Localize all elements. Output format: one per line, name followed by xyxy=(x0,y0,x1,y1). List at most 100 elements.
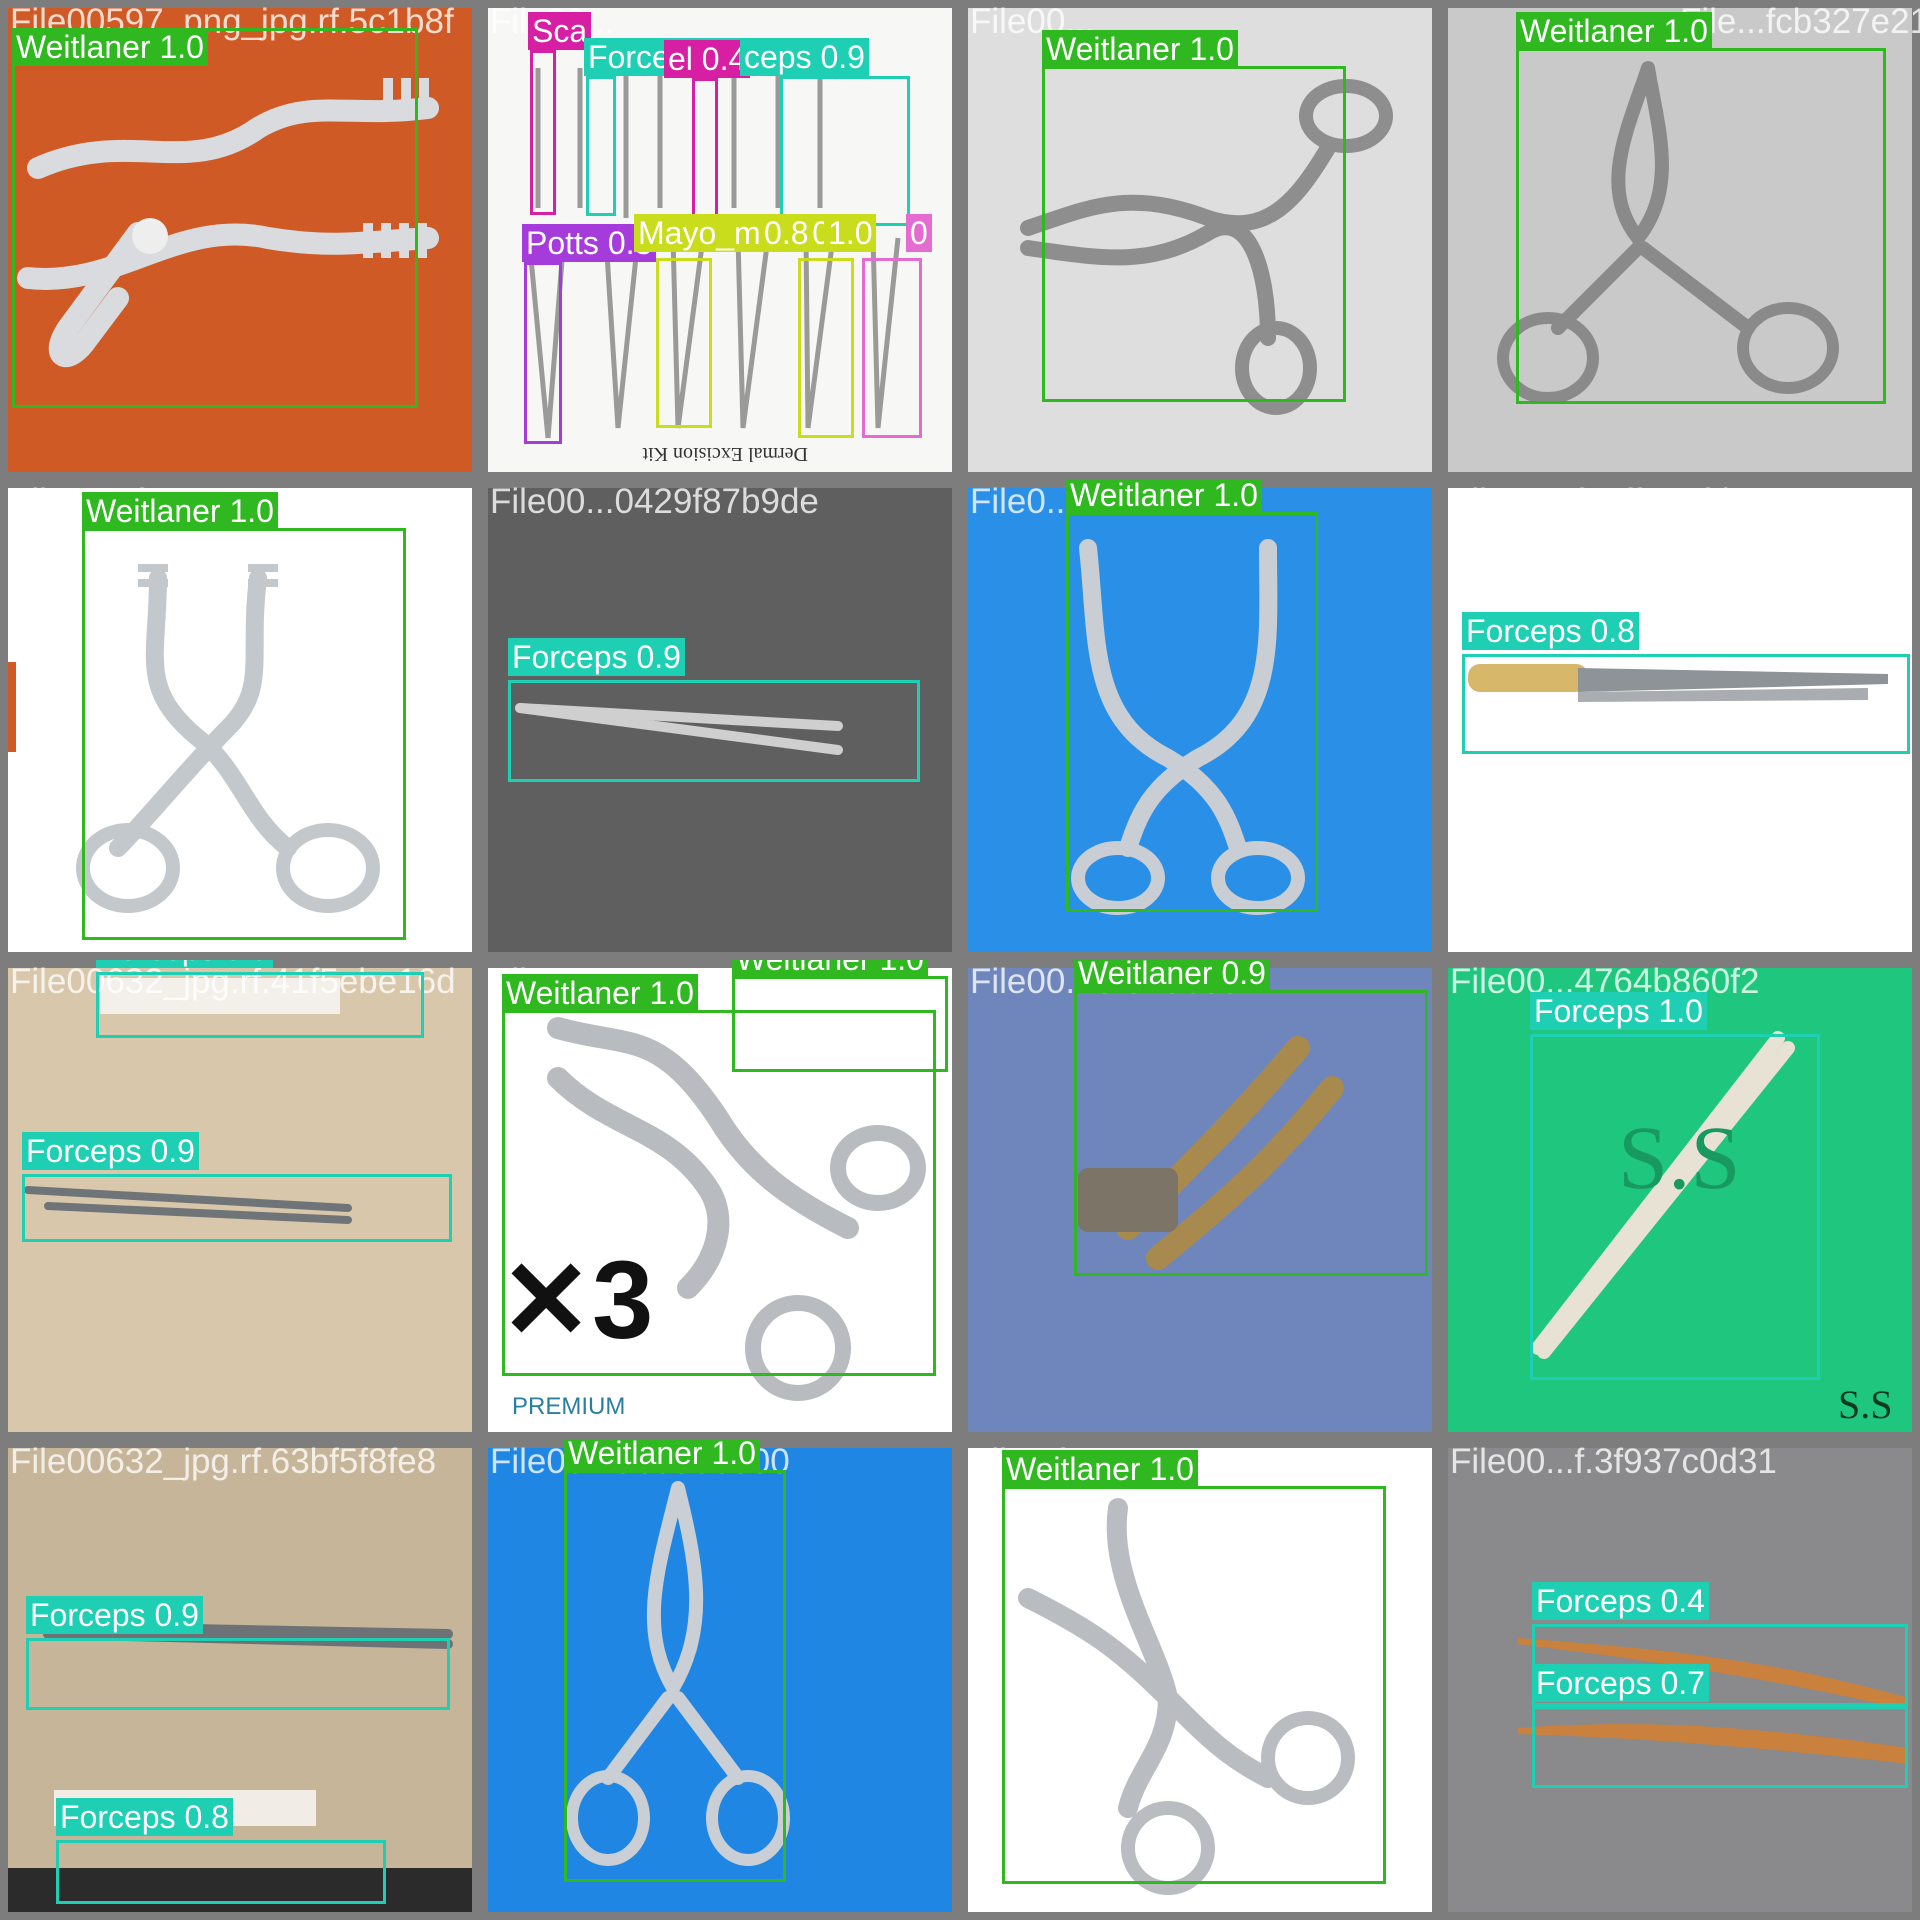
file-name-label: File...fcb327e21 xyxy=(1680,2,1920,41)
detection-label: Forceps 0.9 xyxy=(96,960,273,968)
detection-mayo-metz[interactable]: 1.0 xyxy=(824,214,922,438)
bounding-box xyxy=(780,76,910,226)
bounding-box xyxy=(798,258,854,438)
bounding-box xyxy=(530,50,556,215)
detection-label: Weitlaner 1.0 xyxy=(502,974,698,1012)
forceps-icon: S.S S.S xyxy=(1531,1031,1893,1427)
weitlaner-retractor-icon xyxy=(1020,79,1393,415)
orange-strip xyxy=(8,662,16,752)
detection-forceps[interactable]: Forceps 0.8 xyxy=(56,1798,386,1904)
detection-forceps[interactable]: Forceps 0.9 xyxy=(22,1132,452,1242)
detection-label: Weitlaner 1.0 xyxy=(1516,12,1712,50)
detection-label: Forceps 0.8 xyxy=(56,1798,233,1836)
image-tile: File...fcb327e21 Weitlaner 1.0 xyxy=(1440,0,1920,480)
detection-forceps[interactable]: Forceps 0.4 xyxy=(1532,1582,1908,1706)
detection-label: 1.0 xyxy=(824,214,877,252)
detection-label: Forceps 0.7 xyxy=(1532,1664,1709,1702)
tile-photo xyxy=(968,968,1432,1432)
detection-weitlaner[interactable]: Weitlaner 1.0 xyxy=(502,974,936,1376)
detection-weitlaner[interactable]: Weitlaner 1.0 xyxy=(1516,12,1886,404)
detection-label: Forceps 0.4 xyxy=(1532,1582,1709,1620)
forceps-icon xyxy=(1468,664,1888,702)
detection-label: Forceps 1.0 xyxy=(1530,992,1707,1030)
tile-photo xyxy=(1448,488,1912,952)
detection-label: Forceps 0.9 xyxy=(22,1132,199,1170)
detection-potts[interactable]: Potts 0.3 xyxy=(522,224,657,444)
detection-other[interactable]: 0 xyxy=(906,214,932,262)
bounding-box xyxy=(508,680,920,782)
weitlaner-retractor-icon xyxy=(1078,1036,1344,1270)
detection-forceps[interactable]: Forceps 0.8 xyxy=(1462,612,1910,754)
tile-photo xyxy=(8,968,472,1432)
detection-label: Forceps 0.9 xyxy=(26,1596,203,1634)
detection-forceps[interactable]: Forceps 0.9 xyxy=(26,1596,450,1710)
detection-scalpel[interactable]: Sca xyxy=(528,12,592,215)
weitlaner-retractor-icon xyxy=(1497,61,1839,404)
forceps-icon xyxy=(24,978,352,1224)
image-tile: ✕3 PREMIUM File00... Weitlaner 1.0 Weitl… xyxy=(480,960,960,1440)
bounding-box xyxy=(1074,990,1428,1276)
tile-photo: S.S S.S xyxy=(1448,968,1912,1432)
detection-label: Sca xyxy=(528,12,592,50)
watermark: S.S xyxy=(1618,1109,1741,1208)
detection-label: 0.8 xyxy=(760,214,813,252)
detection-weitlaner[interactable]: Weitlaner 1.0 xyxy=(1066,480,1318,912)
detection-weitlaner[interactable]: Weitlaner 1.0 xyxy=(1002,1450,1386,1884)
bounding-box xyxy=(26,1638,450,1710)
bounding-box xyxy=(1516,48,1886,404)
detection-mayo-metz[interactable]: 0.8 xyxy=(760,214,854,438)
forceps-icon xyxy=(515,703,843,755)
bounding-box xyxy=(1530,1034,1820,1380)
tile-photo: ✕3 PREMIUM xyxy=(488,968,952,1432)
detection-label: Weitlaner 1.0 xyxy=(12,28,208,66)
brand-caption: S.S xyxy=(1838,1382,1893,1427)
detection-label: Weitlaner 1.0 xyxy=(1066,480,1262,514)
image-tile: File00...3fe10b357f Weitlaner 0.9 xyxy=(960,960,1440,1440)
detection-forceps[interactable]: Forceps 1.0 xyxy=(1530,992,1820,1380)
bounding-box xyxy=(1066,512,1318,912)
detection-label: Mayo_metz 0.7 xyxy=(634,214,861,252)
detection-forceps[interactable]: ceps 0.9 xyxy=(740,38,910,226)
bounding-box xyxy=(564,1470,786,1882)
weitlaner-retractor-icon xyxy=(17,78,439,367)
image-tile: File00632_jpg.rf.41f5ebe16d Forceps 0.9 … xyxy=(0,960,480,1440)
file-name-label: File00632_jpg.rf.63bf5f8fe8 xyxy=(10,1442,437,1481)
bounding-box xyxy=(22,1174,452,1242)
detection-forceps[interactable]: Forceps 0.9 xyxy=(96,960,424,1038)
bounding-box xyxy=(862,258,922,438)
image-tile: File00... Weitlaner 1.0 xyxy=(960,0,1440,480)
tile-photo xyxy=(488,488,952,952)
detection-weitlaner[interactable]: Weitlaner 1.0 xyxy=(82,492,406,940)
tile-photo xyxy=(8,488,472,952)
bounding-box xyxy=(1042,66,1346,402)
image-tile: File0...af70e899c Weitlaner 1.0 xyxy=(0,480,480,960)
detection-label: Weitlaner 0.9 xyxy=(1074,960,1270,992)
image-tile: Dermal Excision Kit File00... Sca Forcep… xyxy=(480,0,960,480)
detection-weitlaner[interactable]: Weitlaner 1.0 xyxy=(564,1440,786,1882)
detection-weitlaner[interactable]: Weitlaner 1.0 xyxy=(732,960,948,1072)
detection-label: Weitlaner 1.0 xyxy=(564,1440,760,1472)
bounding-box xyxy=(692,78,718,218)
bounding-box xyxy=(82,528,406,940)
image-tile: S.S S.S File00...4764b860f2 Forceps 1.0 xyxy=(1440,960,1920,1440)
image-tile: File00...f.3f937c0d31 Forceps 0.4 Forcep… xyxy=(1440,1440,1920,1920)
brand-caption: PREMIUM xyxy=(512,1393,625,1420)
detection-mayo-metz[interactable]: Mayo_metz 0.7 xyxy=(634,214,861,428)
detection-forceps[interactable]: Forceps 0.7 xyxy=(1532,1664,1908,1788)
bounding-box xyxy=(96,972,424,1038)
file-name-label: File00...0429f87b9de xyxy=(490,482,819,521)
detection-weitlaner[interactable]: Weitlaner 1.0 xyxy=(1042,30,1346,402)
image-tile: File0...9a7d69e4 Weitlaner 1.0 xyxy=(960,480,1440,960)
detection-label: Weitlaner 1.0 xyxy=(1042,30,1238,68)
detection-weitlaner[interactable]: Weitlaner 1.0 xyxy=(12,28,418,408)
detection-label: Weitlaner 1.0 xyxy=(82,492,278,530)
detection-forceps[interactable]: Forceps 0.9 xyxy=(508,638,920,782)
weitlaner-retractor-icon xyxy=(1018,1498,1355,1895)
bounding-box xyxy=(586,76,616,216)
detection-scalpel[interactable]: el 0.4 xyxy=(664,40,751,218)
detection-weitlaner[interactable]: Weitlaner 0.9 xyxy=(1074,960,1428,1276)
bounding-box xyxy=(524,262,562,444)
tile-photo xyxy=(1448,8,1912,472)
weitlaner-retractor-icon xyxy=(1071,539,1305,915)
detection-forceps[interactable]: Forceps 0.3 xyxy=(584,38,761,216)
